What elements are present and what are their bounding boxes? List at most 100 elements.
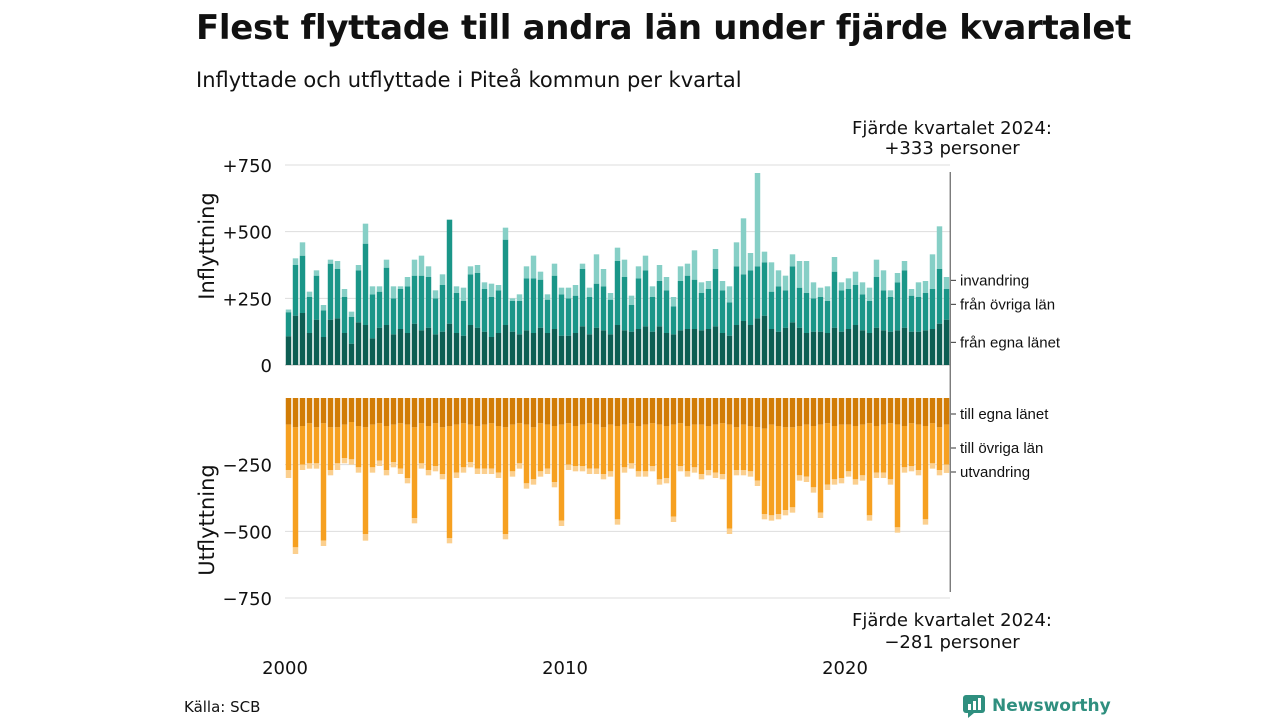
inflow-bar-segment — [698, 282, 705, 293]
inflow-bar-segment — [621, 330, 628, 365]
outflow-bar-segment — [873, 472, 880, 478]
outflow-bar-segment — [411, 518, 418, 524]
inflow-bar-segment — [362, 223, 369, 244]
inflow-bar-segment — [817, 287, 824, 297]
inflow-bar-segment — [677, 281, 684, 331]
outflow-bar-segment — [397, 468, 404, 474]
inflow-bar-segment — [369, 286, 376, 295]
inflow-bar-segment — [292, 258, 299, 265]
inflow-bar-segment — [880, 290, 887, 331]
outflow-bar-segment — [838, 398, 845, 425]
inflow-bar-segment — [306, 291, 313, 297]
outflow-bar-segment — [404, 478, 411, 484]
inflow-bar-segment — [285, 309, 292, 313]
inflow-bar-segment — [782, 275, 789, 291]
inflow-bar-segment — [362, 243, 369, 325]
inflow-bar-segment — [299, 313, 306, 365]
outflow-bar-segment — [376, 460, 383, 466]
outflow-bar-segment — [887, 398, 894, 424]
inflow-bar-segment — [551, 275, 558, 329]
inflow-bar-segment — [439, 274, 446, 285]
inflow-bar-segment — [579, 263, 586, 269]
outflow-bar-segment — [593, 468, 600, 474]
inflow-bar-segment — [607, 299, 614, 335]
inflow-bar-segment — [719, 281, 726, 291]
outflow-bar-segment — [530, 479, 537, 485]
inflow-bar-segment — [775, 331, 782, 365]
outflow-bar-segment — [726, 424, 733, 529]
inflow-bar-segment — [663, 290, 670, 333]
outflow-bar-segment — [635, 426, 642, 472]
outflow-bar-segment — [747, 471, 754, 477]
outflow-bar-segment — [495, 472, 502, 478]
inflow-bar-segment — [348, 317, 355, 344]
inflow-bar-segment — [334, 261, 341, 269]
outflow-bar-segment — [460, 398, 467, 424]
inflow-bar-segment — [712, 249, 719, 269]
inflow-bar-segment — [460, 301, 467, 336]
outflow-bar-segment — [362, 398, 369, 428]
inflow-bar-segment — [810, 282, 817, 299]
inflow-bar-segment — [838, 331, 845, 365]
x-tick-label: 2000 — [262, 658, 308, 679]
inflow-bar-segment — [866, 287, 873, 301]
inflow-bar-segment — [299, 255, 306, 313]
inflow-bar-segment — [929, 289, 936, 329]
inflow-bar-segment — [474, 327, 481, 365]
outflow-bar-segment — [768, 424, 775, 516]
outflow-bar-segment — [432, 423, 439, 466]
inflow-bar-segment — [376, 286, 383, 292]
inflow-bar-segment — [915, 297, 922, 332]
outflow-bar-segment — [551, 398, 558, 426]
inflow-bar-segment — [656, 326, 663, 365]
outflow-bar-segment — [887, 423, 894, 480]
inflow-bar-segment — [530, 255, 537, 279]
outflow-bar-segment — [936, 398, 943, 428]
inflow-bar-segment — [929, 254, 936, 289]
outflow-bar-segment — [670, 398, 677, 425]
outflow-bar-segment — [523, 398, 530, 425]
inflow-bar-segment — [383, 267, 390, 325]
inflow-bar-segment — [831, 257, 838, 272]
inflow-bar-segment — [817, 297, 824, 332]
outflow-bar-segment — [719, 423, 726, 474]
inflow-bar-segment — [845, 289, 852, 329]
outflow-bar-segment — [306, 423, 313, 464]
inflow-bar-segment — [929, 329, 936, 365]
outflow-bar-segment — [460, 423, 467, 468]
inflow-bar-segment — [320, 305, 327, 311]
outflow-bar-segment — [915, 470, 922, 476]
inflow-bar-segment — [873, 327, 880, 365]
outflow-bar-segment — [775, 426, 782, 514]
outflow-bar-segment — [558, 424, 565, 521]
outflow-bar-segment — [467, 462, 474, 468]
outflow-bar-segment — [740, 470, 747, 476]
inflow-bar-segment — [446, 323, 453, 365]
outflow-bar-segment — [446, 426, 453, 538]
outflow-bar-segment — [761, 398, 768, 429]
outflow-bar-segment — [866, 515, 873, 521]
inflow-bar-segment — [537, 271, 544, 280]
outflow-bar-segment — [572, 426, 579, 466]
brand-name: Newsworthy — [992, 696, 1111, 716]
outflow-bar-segment — [334, 463, 341, 470]
inflow-bar-segment — [544, 299, 551, 333]
outflow-bar-segment — [642, 471, 649, 477]
inflow-bar-segment — [600, 330, 607, 365]
inflow-bar-segment — [670, 306, 677, 335]
outflow-bar-segment — [824, 423, 831, 485]
inflow-bar-segment — [369, 294, 376, 339]
outflow-bar-segment — [796, 475, 803, 481]
inflow-bar-segment — [320, 337, 327, 365]
inflow-bar-segment — [880, 330, 887, 365]
outflow-bar-segment — [362, 534, 369, 541]
inflow-bar-segment — [614, 247, 621, 261]
inflow-bar-segment — [901, 327, 908, 365]
inflow-bar-segment — [831, 327, 838, 365]
outflow-bar-segment — [404, 424, 411, 478]
outflow-bar-segment — [943, 464, 950, 473]
outflow-bar-segment — [747, 398, 754, 426]
outflow-bar-segment — [670, 516, 677, 522]
inflow-bar-segment — [705, 329, 712, 365]
inflow-bar-segment — [460, 335, 467, 365]
